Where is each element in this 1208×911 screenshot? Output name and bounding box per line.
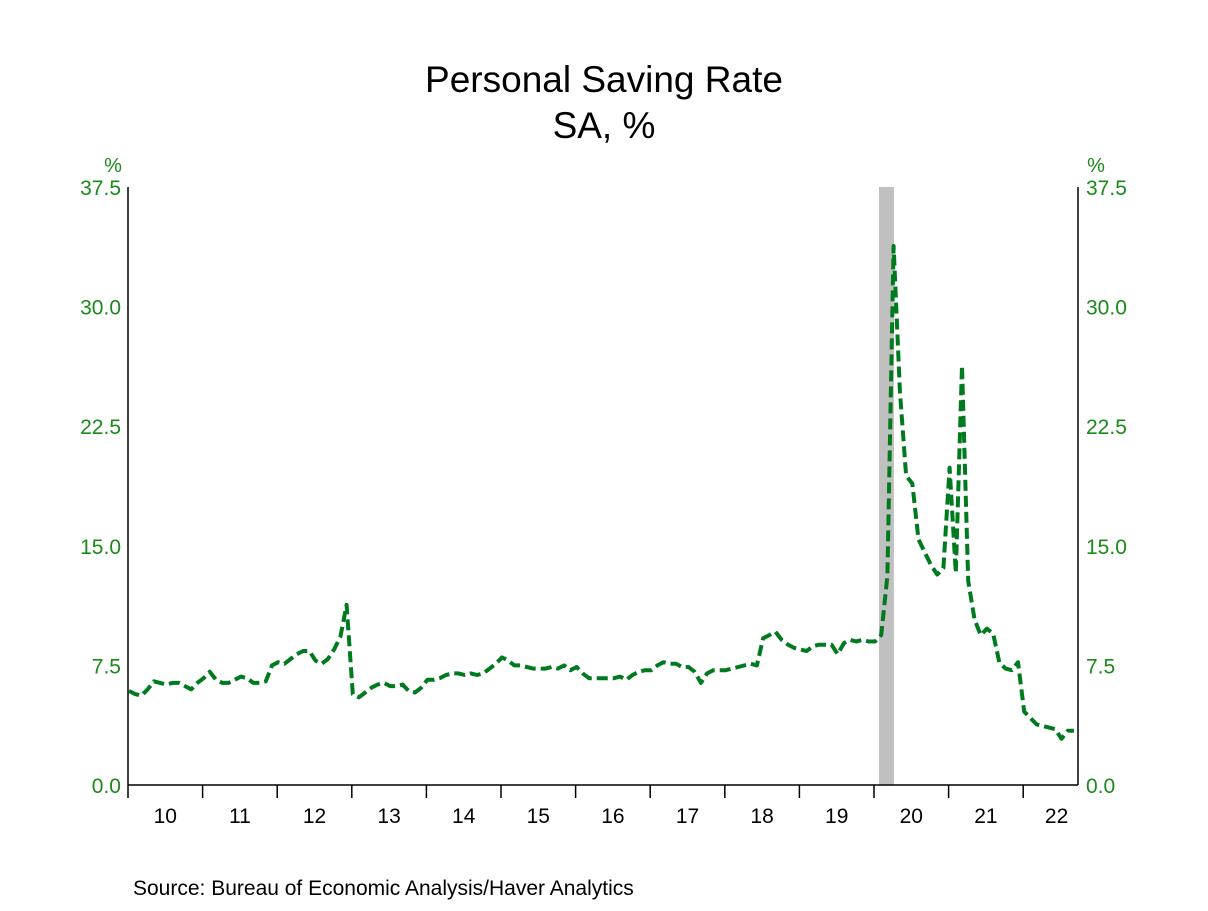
source-note: Source: Bureau of Economic Analysis/Have…: [133, 877, 634, 900]
x-tick-label: 16: [601, 805, 624, 828]
y-tick-label-right: 22.5: [1086, 416, 1127, 439]
x-tick-label: 19: [825, 805, 848, 828]
x-tick-label: 18: [750, 805, 773, 828]
y-tick-label-right: 7.5: [1086, 655, 1115, 678]
y-tick-label-left: 30.0: [80, 297, 121, 320]
y-tick-label-left: 7.5: [92, 655, 121, 678]
x-tick-label: 15: [527, 805, 550, 828]
y-tick-label-right: 15.0: [1086, 536, 1127, 559]
y-axis-unit-left: %: [104, 155, 122, 177]
x-tick-label: 20: [900, 805, 923, 828]
chart-title: Personal Saving Rate: [425, 59, 783, 100]
x-tick-label: 13: [377, 805, 400, 828]
x-tick-label: 22: [1045, 805, 1068, 828]
y-axis-unit-right: %: [1087, 155, 1105, 177]
y-tick-label-left: 37.5: [80, 177, 121, 200]
x-tick-label: 11: [229, 805, 251, 828]
y-tick-label-right: 37.5: [1086, 177, 1127, 200]
y-tick-label-left: 0.0: [92, 775, 121, 798]
x-tick-label: 10: [154, 805, 177, 828]
saving-rate-line: [128, 244, 1074, 741]
y-tick-label-right: 30.0: [1086, 297, 1127, 320]
x-tick-label: 14: [452, 805, 476, 828]
x-tick-label: 12: [303, 805, 326, 828]
x-tick-label: 17: [676, 805, 699, 828]
chart-subtitle: SA, %: [553, 105, 656, 146]
y-tick-label-left: 22.5: [80, 416, 121, 439]
x-tick-label: 21: [974, 805, 997, 828]
y-tick-label-left: 15.0: [80, 536, 121, 559]
y-tick-label-right: 0.0: [1086, 775, 1115, 798]
